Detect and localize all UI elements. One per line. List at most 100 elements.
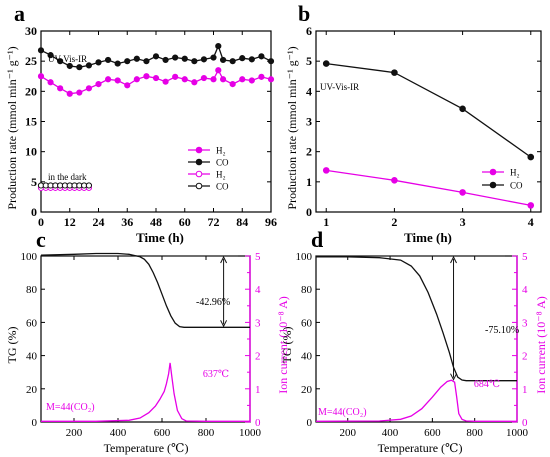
panel-c-ytick-label: 20 (26, 384, 38, 396)
panel-a-legend-marker (195, 158, 203, 166)
panel-b-ytick-label: 2 (306, 145, 312, 159)
panel-label-c: c (36, 227, 46, 252)
panel-c-plot-frame (40, 255, 251, 423)
panel-b-series-co-point (459, 105, 466, 113)
panel-a-legend-marker (195, 182, 203, 190)
panel-c-ytick-right-label: 2 (255, 351, 261, 363)
panel-a-series-h2-point (133, 76, 140, 83)
panel-b-series-co-point (391, 69, 398, 76)
panel-b-series-co-point (322, 60, 330, 67)
panel-a-series-h2-line (40, 68, 272, 95)
panel-b-series-h2-line (326, 169, 531, 207)
panel-label-b: b (298, 1, 310, 26)
panel-b-ytick-label: 5 (306, 54, 312, 68)
panel-a-series-h2-point (47, 79, 54, 86)
panel-c-ytick-label: 0 (32, 417, 38, 429)
panel-a-series-h2-point (215, 67, 222, 74)
panel-b-series-h2-point (527, 202, 535, 209)
panel-d-xtick-label: 1000 (506, 427, 529, 439)
panel-a-series-h2-point (200, 74, 208, 82)
panel-a-series-co-point (66, 62, 73, 70)
panel-d-xtick-label: 200 (339, 427, 356, 439)
panel-a-series-h2-point (210, 76, 217, 83)
panel-a-series-co-point (219, 56, 227, 64)
panel-a-series-co-point (85, 62, 93, 69)
panel-a-series-co-point (114, 60, 121, 67)
panel-b-ytick-label: 4 (306, 84, 312, 98)
panel-a-series-h2-point (85, 85, 93, 92)
panel-a-series-h2-point (248, 77, 255, 84)
panel-b-series-h2-point (322, 167, 330, 174)
panel-a-series-co-point (267, 58, 275, 65)
panel-a-xtick-label: 60 (179, 215, 191, 229)
panel-a-legend-label: H₂ (216, 170, 226, 180)
panel-c-ytick-right-label: 3 (255, 317, 261, 329)
panel-d-ytick-right-label: 2 (522, 351, 528, 363)
panel-c-ytick-right-label: 4 (255, 284, 261, 296)
panel-a-series-co-point (47, 52, 54, 59)
panel-c-annotation-mass: M=44(CO₂) (46, 402, 95, 413)
panel-d-ytick-right-label: 1 (522, 384, 528, 396)
panel-a-xtick-label: 0 (38, 215, 44, 229)
panel-d-ytick-label: 60 (301, 317, 313, 329)
panel-b-legend-marker (489, 168, 497, 176)
panel-a-series-co-point (181, 55, 188, 62)
panel-b-ytick-label: 6 (306, 24, 312, 38)
panel-a-series-co-point (104, 56, 112, 64)
panel-a-legend-marker (195, 146, 203, 154)
panel-c-xlabel: Temperature (℃) (104, 441, 189, 455)
panel-b-series-co-point (527, 153, 535, 161)
panel-a-series-h2-point (181, 76, 188, 83)
panel-a-series-h2-point (57, 85, 64, 92)
panel-a-series-co-point (210, 54, 217, 61)
panel-a-legend-marker (195, 170, 203, 178)
panel-c-arrow-head-bottom (220, 320, 228, 328)
panel-a-ytick-label: 15 (25, 115, 37, 129)
panel-a-xtick-label: 96 (265, 215, 277, 229)
panel-d-xtick-label: 600 (424, 427, 441, 439)
panel-a-ylabel: Production rate (mmol min⁻¹ g⁻¹) (5, 46, 19, 209)
panel-b-xlabel: Time (h) (404, 230, 452, 245)
panel-b-annotation-uvvisir: UV-Vis-IR (320, 82, 359, 92)
panel-a-xtick-label: 36 (121, 215, 133, 229)
panel-c-xtick-label: 200 (66, 427, 83, 439)
panel-b-ylabel: Production rate (mmol min⁻¹ g⁻¹) (285, 46, 299, 209)
panel-c-xtick-label: 1000 (239, 427, 262, 439)
panel-d-ytick-right-label: 3 (522, 317, 528, 329)
panel-d-annotation-massloss: -75.10% (485, 325, 519, 336)
panel-a-series-h2-point (172, 73, 179, 80)
panel-a-series-h2-point (114, 77, 121, 84)
panel-c-series-tg-line (40, 252, 250, 328)
panel-a-series-h2-point (95, 80, 102, 88)
panel-a-series-h2-point (191, 79, 198, 86)
panel-a-series-co-point (191, 58, 198, 65)
panel-d-xlabel: Temperature (℃) (378, 441, 463, 455)
panel-a-xtick-label: 12 (64, 215, 76, 229)
panel-b-legend-label: CO (510, 181, 523, 191)
panel-c-series-ion-line (41, 362, 250, 422)
panel-b-series-h2-point (459, 189, 466, 196)
panel-b-xtick-label: 4 (528, 215, 534, 229)
panel-d-ytick-right-label: 4 (522, 284, 528, 296)
panel-a-series-h2-point (66, 90, 73, 97)
panel-c-xtick-label: 400 (110, 427, 127, 439)
panel-a-legend-label: CO (216, 182, 229, 192)
panel-a-legend-label: CO (216, 158, 229, 168)
panel-a-series-co-point (258, 53, 265, 60)
panel-a-series-h2-point (229, 80, 236, 88)
panel-c-ytick-label: 40 (26, 351, 38, 363)
panel-a-series-co-point (143, 58, 150, 65)
panel-b-series-co-line (326, 62, 532, 158)
panel-a-series-co-point (229, 58, 236, 65)
panel-b-xtick-label: 1 (323, 215, 329, 229)
panel-c-xtick-label: 800 (198, 427, 215, 439)
panel-b-xtick-label: 3 (460, 215, 466, 229)
panel-a-series-co-point (248, 56, 255, 63)
panel-a-legend-label: H₂ (216, 146, 226, 156)
panel-d-arrow-head-bottom (450, 373, 457, 381)
panel-c-xtick-label: 600 (154, 427, 171, 439)
panel-d-series-tg-line (316, 256, 517, 382)
panel-d-ytick-label: 0 (307, 417, 313, 429)
panel-a-xlabel: Time (h) (136, 230, 184, 245)
